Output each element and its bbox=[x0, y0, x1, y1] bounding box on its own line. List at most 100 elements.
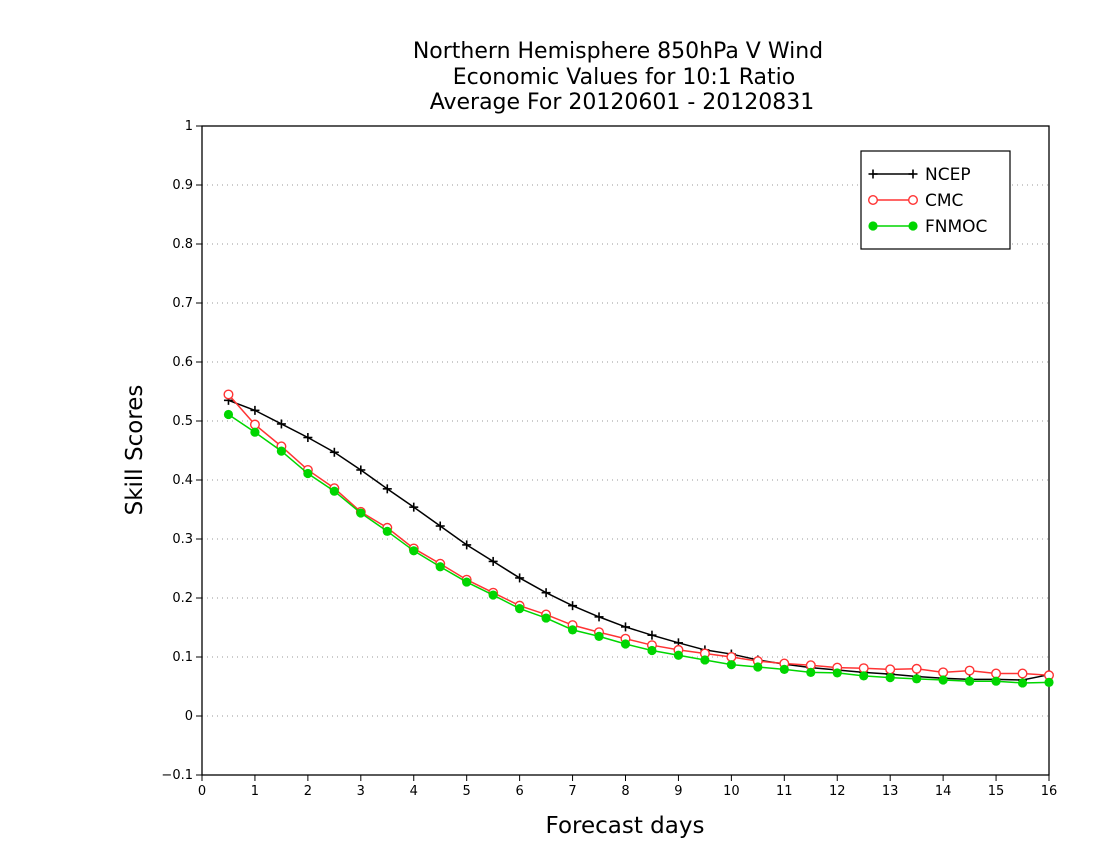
data-point-FNMOC bbox=[908, 221, 918, 231]
series-line-CMC bbox=[227, 393, 1050, 677]
data-point-FNMOC bbox=[620, 639, 631, 649]
y-tick-label: 0.4 bbox=[172, 473, 193, 488]
data-point-FNMOC bbox=[885, 673, 895, 683]
data-point-CMC bbox=[726, 652, 737, 663]
data-point-CMC bbox=[938, 667, 949, 678]
data-point-FNMOC bbox=[409, 546, 419, 556]
data-point-FNMOC bbox=[515, 604, 525, 614]
y-axis-label: Skill Scores bbox=[122, 385, 148, 516]
data-point-NCEP bbox=[594, 612, 604, 622]
title-line-2: Economic Values for 10:1 Ratio bbox=[453, 65, 795, 90]
data-point-FNMOC bbox=[753, 662, 763, 672]
title-line-3: Average For 20120601 - 20120831 bbox=[430, 90, 815, 115]
series bbox=[223, 389, 1054, 688]
y-tick-label: 1 bbox=[185, 119, 193, 134]
data-point-FNMOC bbox=[938, 675, 948, 685]
data-point-FNMOC bbox=[462, 577, 472, 587]
x-tick-label: 12 bbox=[829, 784, 846, 799]
data-point-FNMOC bbox=[250, 427, 260, 437]
data-point-FNMOC bbox=[382, 526, 392, 536]
data-point-FNMOC bbox=[726, 660, 736, 670]
data-point-FNMOC bbox=[964, 676, 975, 686]
x-tick-label: 0 bbox=[198, 784, 206, 799]
data-point-FNMOC bbox=[356, 508, 366, 518]
data-point-NCEP bbox=[250, 405, 260, 415]
data-point-NCEP bbox=[303, 433, 313, 443]
series-CMC bbox=[223, 389, 1054, 681]
data-point-FNMOC bbox=[541, 613, 551, 623]
data-point-CMC bbox=[223, 389, 234, 400]
x-tick-label: 6 bbox=[515, 784, 523, 799]
data-point-NCEP bbox=[541, 588, 551, 598]
y-tick-label: 0.8 bbox=[172, 237, 193, 252]
legend: NCEP CMC FNMOC bbox=[860, 150, 1011, 250]
legend-entry-NCEP: NCEP bbox=[868, 165, 971, 185]
data-point-CMC bbox=[249, 419, 260, 430]
legend-label: NCEP bbox=[925, 165, 971, 185]
y-tick-label: 0.6 bbox=[172, 355, 193, 370]
data-point-FNMOC bbox=[859, 671, 869, 681]
y-tick-label: 0.5 bbox=[172, 414, 193, 429]
data-point-FNMOC bbox=[700, 655, 710, 665]
data-point-NCEP bbox=[621, 622, 630, 632]
data-point-FNMOC bbox=[1017, 678, 1028, 688]
data-point-NCEP bbox=[908, 169, 918, 179]
data-point-CMC bbox=[868, 194, 879, 205]
data-point-FNMOC bbox=[567, 625, 578, 635]
data-point-FNMOC bbox=[303, 468, 313, 479]
x-tick-label: 11 bbox=[776, 784, 793, 799]
data-point-CMC bbox=[858, 663, 869, 674]
data-point-CMC bbox=[885, 664, 896, 675]
x-tick-label: 7 bbox=[568, 784, 576, 799]
data-point-NCEP bbox=[488, 556, 498, 566]
data-point-CMC bbox=[911, 663, 922, 674]
x-tick-label: 2 bbox=[304, 784, 312, 799]
y-tick-label: −0.1 bbox=[161, 768, 193, 783]
x-tick-label: 9 bbox=[674, 784, 682, 799]
data-point-FNMOC bbox=[647, 645, 657, 656]
x-tick-label: 8 bbox=[621, 784, 629, 799]
data-point-FNMOC bbox=[1044, 677, 1054, 687]
data-point-NCEP bbox=[515, 573, 525, 583]
axis-ticks: −0.100.10.20.30.40.50.60.70.80.910 1 2 3 4 5 6… bbox=[161, 119, 1057, 799]
data-point-NCEP bbox=[435, 521, 445, 531]
data-point-CMC bbox=[964, 665, 975, 676]
series-FNMOC bbox=[223, 409, 1054, 688]
x-tick-label: 13 bbox=[882, 784, 899, 799]
x-tick-label: 15 bbox=[988, 784, 1005, 799]
x-tick-label: 1 bbox=[251, 784, 259, 799]
y-tick-label: 0.3 bbox=[172, 532, 193, 547]
data-point-FNMOC bbox=[673, 650, 684, 660]
legend-entry-FNMOC: FNMOC bbox=[868, 217, 987, 237]
y-tick-label: 0.7 bbox=[172, 296, 193, 311]
chart-title: Northern Hemisphere 850hPa V Wind Econom… bbox=[413, 39, 823, 115]
data-point-CMC bbox=[1017, 668, 1028, 679]
data-point-NCEP bbox=[868, 169, 878, 179]
data-point-FNMOC bbox=[435, 562, 445, 572]
data-point-NCEP bbox=[462, 540, 472, 550]
y-tick-label: 0.9 bbox=[172, 178, 193, 193]
legend-label: FNMOC bbox=[925, 217, 987, 237]
data-point-FNMOC bbox=[832, 668, 842, 678]
x-tick-label: 4 bbox=[410, 784, 418, 799]
title-line-1: Northern Hemisphere 850hPa V Wind bbox=[413, 39, 823, 64]
x-tick-label: 14 bbox=[935, 784, 952, 799]
data-point-FNMOC bbox=[779, 664, 789, 674]
x-tick-label: 3 bbox=[357, 784, 365, 799]
x-tick-label: 16 bbox=[1041, 784, 1058, 799]
data-point-FNMOC bbox=[329, 486, 339, 496]
y-tick-label: 0.2 bbox=[172, 591, 193, 606]
data-point-NCEP bbox=[356, 465, 366, 475]
x-tick-label: 5 bbox=[463, 784, 471, 799]
x-tick-label: 10 bbox=[723, 784, 740, 799]
legend-entry-CMC: CMC bbox=[868, 191, 963, 211]
y-tick-label: 0 bbox=[185, 709, 193, 724]
data-point-CMC bbox=[908, 194, 919, 205]
y-tick-label: 0.1 bbox=[172, 650, 193, 665]
data-point-FNMOC bbox=[868, 221, 878, 231]
data-point-NCEP bbox=[647, 630, 657, 640]
series-line-NCEP bbox=[228, 399, 1050, 681]
data-point-FNMOC bbox=[276, 446, 287, 456]
data-point-FNMOC bbox=[991, 676, 1001, 686]
data-point-NCEP bbox=[329, 447, 339, 457]
